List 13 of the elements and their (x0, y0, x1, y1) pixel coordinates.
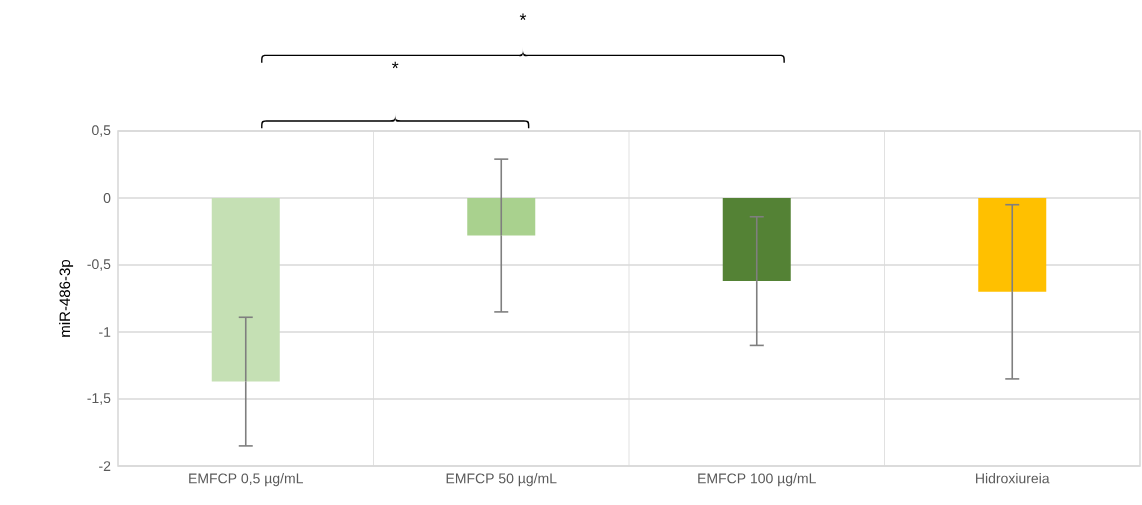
x-tick-label: EMFCP 100 µg/mL (698, 473, 816, 487)
x-tick-label: Hidroxiureia (976, 473, 1050, 484)
y-tick-label: -2 (99, 461, 111, 471)
text: * (519, 13, 527, 20)
text: * (392, 61, 399, 69)
y-tick-label: -1,5 (87, 393, 111, 405)
x-tick-label: EMFCP 50 µg/mL (446, 473, 557, 487)
y-tick-label: -0,5 (87, 259, 111, 271)
y-tick-label: 0,5 (92, 125, 111, 137)
x-tick-label: EMFCP 0,5 µg/mL (189, 473, 303, 487)
y-tick-label: 0 (103, 193, 111, 203)
y-axis-title: miR-486-3p (59, 259, 74, 337)
y-tick-label: -1 (99, 327, 111, 337)
